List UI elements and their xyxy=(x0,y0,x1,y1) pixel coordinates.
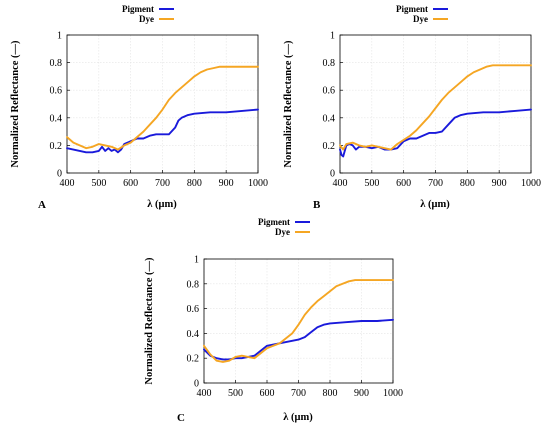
legend-label-dye: Dye xyxy=(275,227,290,237)
x-axis-label: λ (μm) xyxy=(420,199,450,210)
y-tick-label: 0.8 xyxy=(323,58,336,69)
y-tick-label: 0.8 xyxy=(50,58,63,69)
panel-letter: C xyxy=(177,412,185,424)
x-tick-label: 800 xyxy=(460,178,475,189)
x-tick-label: 600 xyxy=(396,178,411,189)
y-tick-label: 0 xyxy=(194,379,199,390)
x-axis-label: λ (μm) xyxy=(147,199,177,210)
y-tick-label: 1 xyxy=(330,31,335,42)
x-tick-label: 400 xyxy=(333,178,348,189)
x-tick-label: 400 xyxy=(197,388,212,399)
x-tick-label: 600 xyxy=(260,388,275,399)
legend-label-pigment: Pigment xyxy=(122,4,154,14)
y-tick-label: 0.4 xyxy=(50,113,63,124)
y-tick-label: 0 xyxy=(57,169,62,180)
series-line-dye xyxy=(203,279,394,363)
x-tick-label: 700 xyxy=(155,178,170,189)
legend-label-pigment: Pigment xyxy=(258,217,290,227)
series-line-dye xyxy=(66,65,259,151)
x-tick-label: 500 xyxy=(228,388,243,399)
panel-letter: B xyxy=(313,199,321,211)
y-axis-label: Normalized Reflectance (—) xyxy=(144,257,155,385)
x-tick-label: 1000 xyxy=(383,388,403,399)
y-tick-label: 0.2 xyxy=(50,141,63,152)
chart-panel-b: 400 500 600 700 800 900 1000 0 0.2 0.4 0.6 0.8 1 λ (μ… xyxy=(283,4,541,211)
x-tick-label: 500 xyxy=(364,178,379,189)
y-tick-label: 1 xyxy=(57,31,62,42)
legend-label-dye: Dye xyxy=(139,14,154,24)
x-tick-label: 700 xyxy=(291,388,306,399)
y-tick-label: 1 xyxy=(194,255,199,266)
chart-panel-a: 400 500 600 700 800 900 1000 0 0.2 0.4 0.6 0.8 1 λ (μ… xyxy=(10,4,268,211)
series-line-dye xyxy=(339,64,532,151)
x-tick-label: 1000 xyxy=(248,178,268,189)
y-tick-label: 0.4 xyxy=(187,329,200,340)
x-tick-label: 1000 xyxy=(521,178,541,189)
legend-label-dye: Dye xyxy=(413,14,428,24)
chart-panel-c: 400 500 600 700 800 900 1000 0 0.2 0.4 0.6 0.8 1 λ (μ… xyxy=(144,217,403,424)
y-tick-label: 0 xyxy=(330,169,335,180)
y-tick-label: 0.2 xyxy=(187,354,200,365)
y-axis-label: Normalized Reflectance (—) xyxy=(10,40,21,168)
panel-letter: A xyxy=(38,199,46,211)
x-tick-label: 900 xyxy=(492,178,507,189)
x-tick-label: 900 xyxy=(219,178,234,189)
y-tick-label: 0.4 xyxy=(323,113,336,124)
y-axis-label: Normalized Reflectance (—) xyxy=(283,40,294,168)
y-tick-label: 0.6 xyxy=(187,304,200,315)
y-tick-label: 0.8 xyxy=(187,279,200,290)
y-tick-label: 0.2 xyxy=(323,141,336,152)
x-axis-label: λ (μm) xyxy=(283,412,313,423)
x-tick-label: 400 xyxy=(60,178,75,189)
x-tick-label: 700 xyxy=(428,178,443,189)
x-tick-label: 900 xyxy=(354,388,369,399)
x-tick-label: 800 xyxy=(187,178,202,189)
x-tick-label: 500 xyxy=(91,178,106,189)
y-tick-label: 0.6 xyxy=(50,86,63,97)
y-tick-label: 0.6 xyxy=(323,86,336,97)
x-tick-label: 800 xyxy=(323,388,338,399)
legend-label-pigment: Pigment xyxy=(396,4,428,14)
x-tick-label: 600 xyxy=(123,178,138,189)
